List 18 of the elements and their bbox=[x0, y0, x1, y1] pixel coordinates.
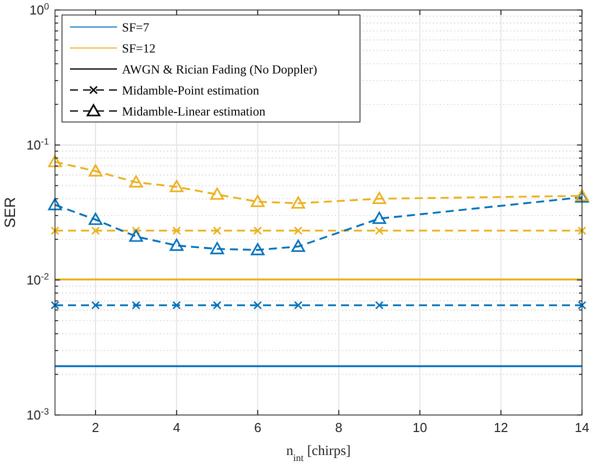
x-tick-label: 8 bbox=[335, 420, 342, 435]
x-tick-label: 12 bbox=[494, 420, 508, 435]
y-tick-label: 10$^{-1}$ bbox=[26, 136, 49, 153]
y-axis-title: SER bbox=[2, 196, 19, 228]
legend-label: AWGN & Rician Fading (No Doppler) bbox=[122, 62, 318, 76]
y-tick-label: 10$^{-3}$ bbox=[26, 406, 49, 423]
x-axis-title: n$_{int}$ [chirps] bbox=[286, 444, 351, 464]
legend-label: Midamble-Point estimation bbox=[122, 83, 260, 98]
x-tick-label: 2 bbox=[92, 420, 100, 435]
legend-label: SF=12 bbox=[122, 41, 156, 56]
x-tick-label: 4 bbox=[173, 420, 180, 435]
legend-label: SF=7 bbox=[122, 20, 150, 34]
x-tick-label: 14 bbox=[574, 420, 590, 435]
y-tick-label: 10$^{-2}$ bbox=[26, 272, 49, 288]
x-tick-label: 6 bbox=[254, 420, 262, 435]
legend-label: Midamble-Linear estimation bbox=[122, 104, 266, 118]
x-tick-label: 10 bbox=[412, 420, 428, 435]
y-tick-label: 10$^{0}$ bbox=[29, 2, 49, 18]
